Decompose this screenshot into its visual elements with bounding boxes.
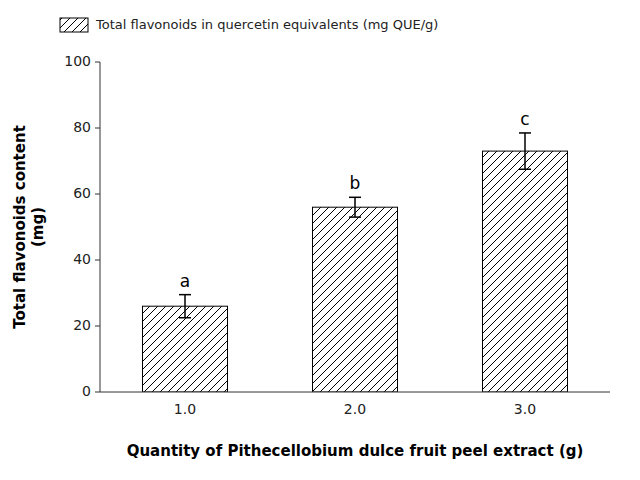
y-tick [95,194,100,195]
bar [483,151,568,392]
error-bar [349,197,361,217]
x-axis-label: Quantity of Pithecellobium dulce fruit p… [127,442,584,460]
significance-letter: b [350,173,361,193]
bars [143,133,568,392]
y-tick [95,62,100,63]
y-tick-label: 100 [64,53,91,69]
y-axis-label: Total flavonoids content(mg) [11,125,47,329]
y-tick [95,326,100,327]
error-bar [519,133,531,169]
legend-swatch [60,18,88,32]
bar [143,306,228,392]
bar [313,207,398,392]
y-tick-label: 0 [82,383,91,399]
significance-letter: c [520,109,529,129]
y-tick [95,260,100,261]
chart-svg: a b c 0 20 40 60 80 100 1.0 2.0 3.0 Quantity of Pith… [0,0,640,480]
y-tick-label: 20 [73,317,91,333]
x-tick-label: 1.0 [174,401,196,417]
error-bar [179,295,191,318]
y-tick-label: 80 [73,119,91,135]
y-tick [95,128,100,129]
chart-container: a b c 0 20 40 60 80 100 1.0 2.0 3.0 Quantity of Pith… [0,0,640,480]
axes: 0 20 40 60 80 100 1.0 2.0 3.0 [64,53,610,417]
y-axis-line [100,62,101,392]
significance-letter: a [180,271,190,291]
y-tick [95,392,100,393]
x-tick-label: 2.0 [344,401,366,417]
x-tick-label: 3.0 [514,401,536,417]
x-axis-line [100,392,610,393]
y-tick-label: 60 [73,185,91,201]
y-tick-label: 40 [73,251,91,267]
letters: a b c [180,109,530,291]
legend: Total flavonoids in quercetin equivalent… [60,17,438,33]
legend-label: Total flavonoids in quercetin equivalent… [95,17,438,32]
